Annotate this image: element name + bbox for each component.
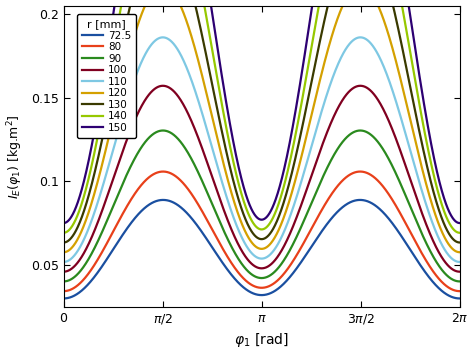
X-axis label: $\varphi_1$ [rad]: $\varphi_1$ [rad] [234, 332, 289, 349]
Legend: 72.5, 80, 90, 100, 110, 120, 130, 140, 150: 72.5, 80, 90, 100, 110, 120, 130, 140, 1… [77, 14, 137, 138]
Y-axis label: $I_E(\varphi_1)$ [kg.m$^2$]: $I_E(\varphi_1)$ [kg.m$^2$] [6, 114, 25, 199]
